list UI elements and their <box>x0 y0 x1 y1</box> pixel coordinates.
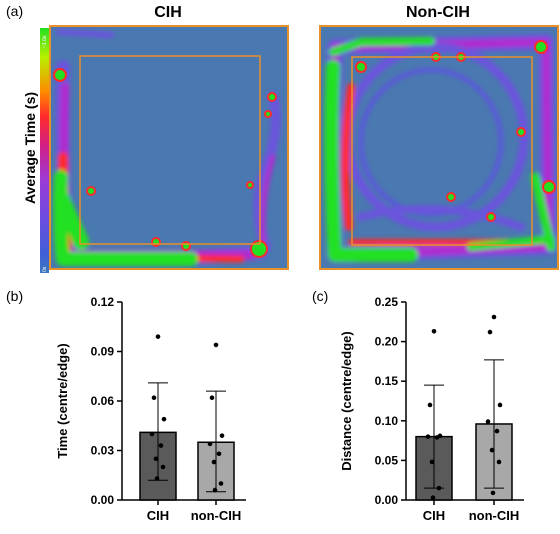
y-tick-label: 0.20 <box>375 335 399 349</box>
data-point <box>487 329 493 335</box>
y-tick-label: 0.15 <box>375 374 399 388</box>
bar-chart-time-svg: Time (centre/edge) 0.00 0.03 0.06 0.09 0.12 CI… <box>55 295 246 523</box>
x-tick-label-non-cih: non-CIH <box>191 508 242 523</box>
data-point <box>436 485 442 491</box>
data-point <box>212 487 218 493</box>
data-point <box>429 459 435 465</box>
data-point <box>431 329 437 334</box>
data-point <box>430 495 436 500</box>
colorbar-max-label: ~1.0s <box>42 35 48 48</box>
panel-label-c: (c) <box>312 288 329 304</box>
data-point <box>496 459 502 465</box>
y-tick-label: 0.00 <box>91 493 115 507</box>
panel-label-a: (a) <box>6 3 24 19</box>
heatmap-noncih-drawing <box>324 34 557 263</box>
x-tick-label-cih: CIH <box>147 508 169 523</box>
data-point <box>161 416 167 422</box>
y-tick-label: 0.12 <box>91 295 115 309</box>
y-tick-label: 0.09 <box>91 345 115 359</box>
data-point <box>149 431 155 437</box>
data-point <box>216 451 222 457</box>
data-point <box>434 435 440 440</box>
x-tick-label-cih: CIH <box>423 508 445 523</box>
data-point <box>218 481 224 486</box>
data-point <box>494 428 500 434</box>
data-point <box>425 434 431 439</box>
data-point <box>489 447 495 453</box>
data-point <box>219 433 225 438</box>
y-axis-label: Time (centre/edge) <box>55 343 70 458</box>
y-tick-label: 0.10 <box>375 414 399 428</box>
heatmap-title-cih: CIH <box>154 4 182 21</box>
bar-chart-distance: Distance (centre/edge) 0.00 0.05 0.10 0.15 0.… <box>300 290 560 529</box>
y-tick-label: 0.05 <box>375 453 399 467</box>
x-tick-label-non-cih: non-CIH <box>469 508 520 523</box>
data-point <box>151 395 157 400</box>
data-point <box>427 402 433 408</box>
panel-label-b: (b) <box>6 288 24 304</box>
y-tick-label: 0.25 <box>375 295 399 309</box>
bar-chart-time: Time (centre/edge) 0.00 0.03 0.06 0.09 0.12 CI… <box>0 290 300 529</box>
colorbar: ~1.0s 0s <box>40 28 49 273</box>
data-point <box>207 441 213 447</box>
data-point <box>485 419 491 424</box>
y-tick-label: 0.06 <box>91 394 115 408</box>
colorbar-title: Average Time (s) <box>22 91 38 205</box>
data-point <box>497 402 503 408</box>
data-point <box>160 464 166 470</box>
bar-chart-distance-svg: Distance (centre/edge) 0.00 0.05 0.10 0.15 0.… <box>339 295 524 523</box>
data-point <box>158 443 164 448</box>
data-point <box>209 395 215 400</box>
heatmap-title-noncih: Non-CIH <box>406 4 470 21</box>
data-point <box>211 459 217 465</box>
data-point <box>491 314 497 320</box>
y-tick-label: 0.03 <box>91 444 115 458</box>
data-point <box>213 342 219 348</box>
heatmap-cih-drawing <box>53 29 281 266</box>
heatmap-cih <box>49 25 289 270</box>
data-point <box>154 476 160 481</box>
data-point <box>155 334 161 339</box>
y-tick-label: 0.00 <box>375 493 399 507</box>
heatmap-noncih <box>319 25 559 270</box>
data-point <box>153 456 159 462</box>
y-axis-label: Distance (centre/edge) <box>339 331 354 470</box>
colorbar-min-label: 0s <box>42 266 48 272</box>
data-point <box>490 490 496 496</box>
